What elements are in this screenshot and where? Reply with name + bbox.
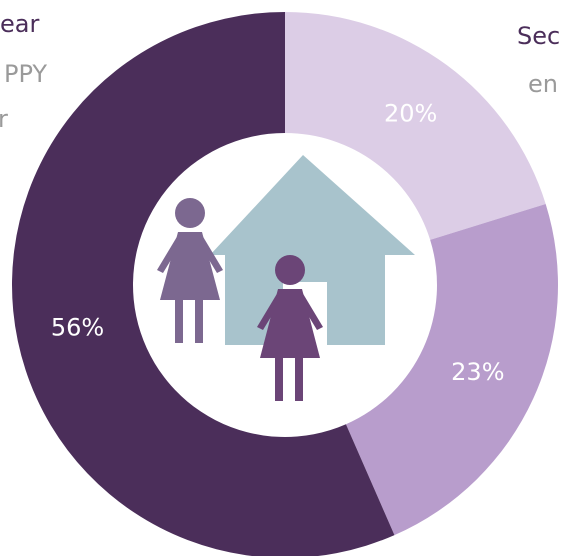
house bbox=[210, 155, 415, 345]
slice bbox=[285, 12, 546, 240]
annotation: ear bbox=[0, 10, 39, 38]
figure-left bbox=[157, 198, 223, 343]
slice-label: 20% bbox=[384, 99, 437, 127]
slice-label: 56% bbox=[51, 313, 104, 341]
slice bbox=[12, 12, 395, 556]
slice bbox=[345, 203, 558, 536]
annotation: r bbox=[0, 105, 8, 133]
figure-right bbox=[257, 255, 323, 401]
annotation: PPY bbox=[4, 60, 47, 88]
annotation: Sec bbox=[517, 22, 560, 50]
slice-label: 23% bbox=[451, 358, 504, 386]
donut bbox=[12, 12, 558, 556]
annotation: en bbox=[528, 70, 558, 98]
